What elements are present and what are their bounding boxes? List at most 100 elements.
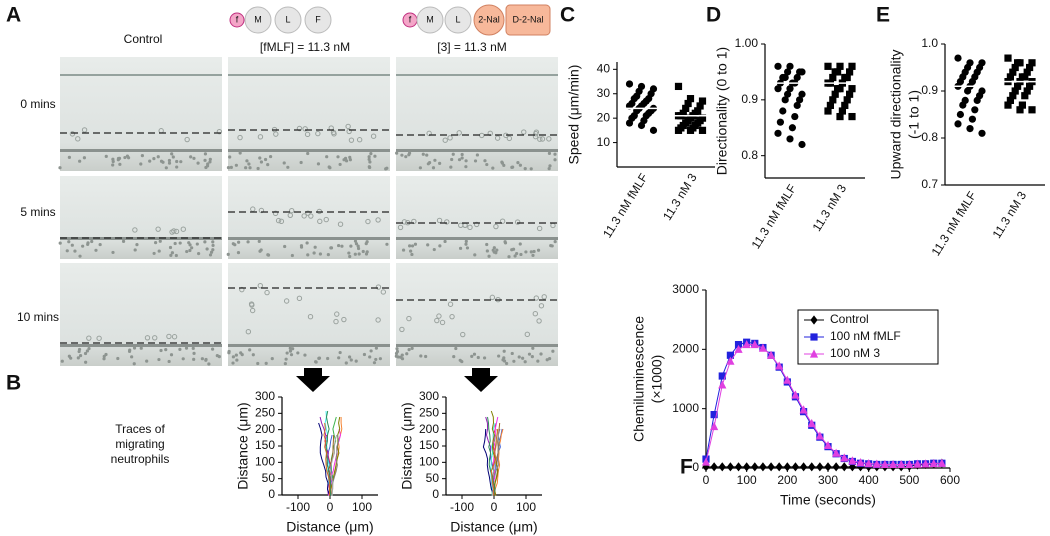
cell	[529, 250, 533, 254]
point	[937, 458, 946, 467]
cell	[364, 252, 369, 256]
point	[807, 418, 816, 428]
panel-label: B	[6, 372, 21, 395]
cell	[306, 253, 310, 257]
bead-label: M	[254, 14, 262, 24]
cell	[395, 349, 400, 354]
cell	[547, 151, 552, 156]
point	[1011, 87, 1019, 95]
point	[786, 62, 794, 70]
cell	[539, 352, 543, 356]
point	[815, 431, 824, 440]
cell	[357, 252, 361, 256]
y-tick-label: 20	[597, 110, 611, 124]
cell	[405, 352, 409, 356]
cell	[439, 319, 446, 326]
cell	[519, 252, 523, 257]
cell	[203, 152, 208, 156]
point	[1006, 96, 1014, 104]
cell	[259, 248, 263, 252]
cell	[90, 239, 94, 244]
point	[836, 112, 844, 121]
caption: migrating	[115, 437, 164, 451]
cell	[65, 249, 69, 253]
y-tick-label: 0	[692, 460, 699, 474]
cell	[511, 247, 516, 251]
point	[826, 101, 834, 110]
cell	[485, 249, 489, 253]
y-tick-label: 50	[262, 471, 276, 485]
point	[799, 405, 808, 414]
cell	[257, 282, 264, 289]
cell	[152, 251, 156, 256]
y-tick-label: 0.9	[741, 92, 758, 106]
cell	[173, 241, 177, 246]
cell	[111, 250, 115, 255]
cell	[174, 253, 178, 258]
cell	[256, 166, 260, 171]
point	[848, 62, 856, 70]
cell	[410, 244, 415, 248]
cell	[493, 223, 499, 230]
cell	[171, 155, 175, 159]
y-axis-label: Chemiluminescence	[631, 316, 647, 442]
point	[686, 126, 695, 134]
cell	[244, 166, 248, 170]
point	[872, 459, 881, 468]
point	[954, 120, 962, 128]
cell	[282, 161, 286, 165]
cell	[483, 159, 487, 163]
cell	[116, 158, 120, 162]
cell	[156, 155, 160, 159]
cell	[367, 165, 371, 169]
cell	[458, 246, 463, 250]
cell	[537, 136, 543, 142]
cell	[424, 354, 428, 359]
cell	[266, 163, 270, 167]
cell	[507, 255, 511, 259]
cell	[180, 226, 187, 232]
cell	[512, 359, 516, 363]
cell	[362, 352, 367, 357]
cell	[399, 326, 405, 333]
cell	[408, 244, 412, 248]
cell	[369, 349, 373, 353]
point	[796, 96, 804, 104]
legend-label: Control	[830, 312, 869, 326]
cell	[356, 244, 360, 248]
cell	[248, 348, 252, 352]
cell	[305, 210, 311, 216]
cell	[400, 353, 404, 357]
y-axis-label: (×1000)	[649, 355, 665, 404]
cell	[447, 301, 454, 307]
cell	[283, 361, 287, 366]
x-tick-label: -100	[450, 500, 474, 514]
cell	[348, 254, 352, 259]
cell	[78, 159, 82, 163]
point	[841, 101, 849, 110]
channel-wall	[396, 344, 558, 347]
x-axis-label: Time (seconds)	[780, 492, 876, 508]
cell	[67, 240, 71, 244]
x-tick-label: 0	[327, 500, 334, 514]
cell	[409, 249, 413, 253]
cell	[547, 167, 551, 171]
cell	[152, 335, 158, 341]
cell	[472, 352, 477, 356]
cell	[285, 351, 289, 355]
cell	[374, 357, 378, 362]
x-axis-label: Distance (μm)	[286, 519, 373, 535]
cell	[284, 357, 288, 361]
point	[808, 462, 816, 472]
point	[838, 107, 846, 115]
channel-wall	[228, 344, 390, 347]
cell	[181, 357, 185, 361]
y-tick-label: 150	[419, 438, 439, 452]
y-tick-label: 0.9	[921, 83, 938, 97]
cell	[251, 353, 255, 357]
cell	[270, 357, 274, 361]
y-axis-label: Directionality (0 to 1)	[714, 47, 730, 175]
cell	[421, 152, 425, 156]
cell	[458, 222, 464, 228]
cell	[447, 135, 453, 141]
